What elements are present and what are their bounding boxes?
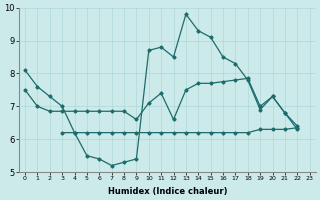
X-axis label: Humidex (Indice chaleur): Humidex (Indice chaleur) (108, 187, 227, 196)
